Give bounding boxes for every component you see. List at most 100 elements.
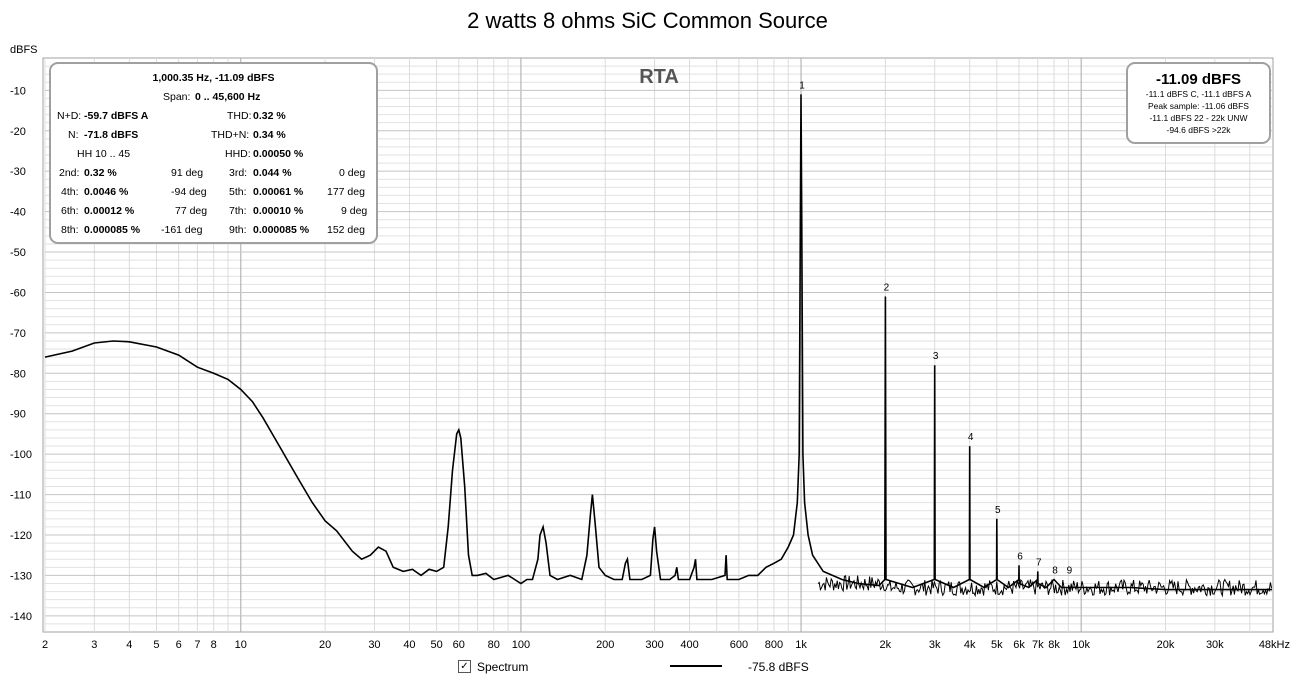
x-tick-label: 50 xyxy=(430,639,442,651)
harmonic-markers: 1 2 3 4 5 6 78 9 xyxy=(799,81,1072,577)
x-tick-label: 40 xyxy=(403,639,415,651)
x-tick-label: 800 xyxy=(765,639,783,651)
harmonic-marker-label: 9 xyxy=(1067,565,1073,576)
harmonic-6-value: 0.00012 % xyxy=(84,205,135,217)
x-tick-label: 5k xyxy=(991,639,1003,651)
x-tick-label: 100 xyxy=(512,639,530,651)
x-tick-label: 300 xyxy=(645,639,663,651)
x-tick-label: 6k xyxy=(1013,639,1025,651)
thdn-value: 0.34 % xyxy=(253,129,286,141)
x-tick-label: 10 xyxy=(235,639,247,651)
x-tick-label: 3k xyxy=(929,639,941,651)
level-peak-sample: Peak sample: -11.06 dBFS xyxy=(1148,101,1249,111)
y-tick-label: -10 xyxy=(10,85,26,97)
thdn-label: THD+N: xyxy=(211,129,250,141)
harmonic-7-value: 0.00010 % xyxy=(253,205,304,217)
y-unit-label: dBFS xyxy=(10,44,38,56)
harmonic-5-label: 5th: xyxy=(229,186,247,198)
x-tick-label: 20k xyxy=(1157,639,1175,651)
x-tick-label: 2 xyxy=(42,639,48,651)
harmonic-marker-label: 3 xyxy=(933,351,939,362)
x-tick-label: 20 xyxy=(319,639,331,651)
x-tick-label: 4k xyxy=(964,639,976,651)
harmonic-2-phase: 91 deg xyxy=(171,167,204,179)
harmonic-3-value: 0.044 % xyxy=(253,167,292,179)
harmonic-marker-label: 5 xyxy=(995,505,1001,516)
x-tick-label: 7k xyxy=(1032,639,1044,651)
y-tick-label: -80 xyxy=(10,368,26,380)
harmonic-4-value: 0.0046 % xyxy=(84,186,129,198)
harmonic-4-phase: -94 deg xyxy=(171,186,207,198)
harmonic-9-label: 9th: xyxy=(229,224,247,236)
distortion-stats-panel[interactable]: 1,000.35 Hz, -11.09 dBFS Span: 0 .. 45,6… xyxy=(49,62,378,244)
x-tick-label: 80 xyxy=(488,639,500,651)
spectrum-series-line xyxy=(44,94,1272,591)
x-tick-label: 1k xyxy=(795,639,807,651)
y-tick-label: -30 xyxy=(10,166,26,178)
y-tick-label: -40 xyxy=(10,207,26,219)
span-label: Span: xyxy=(163,91,191,103)
harmonic-marker-label: 7 xyxy=(1036,557,1042,568)
hh-label: HH 10 .. 45 xyxy=(77,148,131,160)
noise-floor-band xyxy=(817,575,1273,598)
x-tick-label: 60 xyxy=(453,639,465,651)
spectrum-visibility-checkbox[interactable]: ✓ xyxy=(458,660,471,673)
y-tick-label: -60 xyxy=(10,287,26,299)
n-label: N: xyxy=(68,129,79,141)
x-tick-label: 5 xyxy=(153,639,159,651)
y-tick-label: -70 xyxy=(10,328,26,340)
x-tick-label: 6 xyxy=(176,639,182,651)
harmonic-9-phase: 152 deg xyxy=(327,224,365,236)
harmonic-6-label: 6th: xyxy=(61,205,79,217)
x-tick-label: 48kHz xyxy=(1259,639,1290,651)
x-tick-label: 30k xyxy=(1206,639,1224,651)
harmonic-marker-label: 2 xyxy=(884,282,890,293)
x-tick-label: 30 xyxy=(368,639,380,651)
nd-label: N+D: xyxy=(57,110,82,122)
x-tick-label: 8k xyxy=(1048,639,1060,651)
harmonic-7-label: 7th: xyxy=(229,205,247,217)
nd-value: -59.7 dBFS A xyxy=(84,110,149,122)
level-readout-panel[interactable]: -11.09 dBFS -11.1 dBFS C, -11.1 dBFS A P… xyxy=(1126,62,1271,144)
legend-series-label: Spectrum xyxy=(477,660,529,674)
harmonic-marker-label: 1 xyxy=(799,81,805,92)
harmonic-3-label: 3rd: xyxy=(229,167,248,179)
harmonic-marker-label: 4 xyxy=(968,432,974,443)
harmonic-6-phase: 77 deg xyxy=(175,205,208,217)
harmonic-9-value: 0.000085 % xyxy=(253,224,310,236)
x-tick-label: 400 xyxy=(680,639,698,651)
thd-label: THD: xyxy=(227,110,252,122)
y-tick-label: -130 xyxy=(10,570,32,582)
span-value: 0 .. 45,600 Hz xyxy=(195,91,261,103)
y-tick-label: -90 xyxy=(10,409,26,421)
x-tick-label: 7 xyxy=(194,639,200,651)
stats-header: 1,000.35 Hz, -11.09 dBFS xyxy=(152,72,275,84)
harmonic-marker-label: 8 xyxy=(1052,565,1058,576)
harmonic-7-phase: 9 deg xyxy=(341,205,368,217)
n-value: -71.8 dBFS xyxy=(84,129,139,141)
harmonic-8-value: 0.000085 % xyxy=(84,224,141,236)
y-tick-label: -20 xyxy=(10,126,26,138)
x-axis-ticks: 2 3 4 5 6 7 8 10 20 30 40 50 60 80 100 200 300 400 600 800 1… xyxy=(42,639,1290,651)
harmonic-marker-label: 6 xyxy=(1017,551,1023,562)
x-tick-label: 4 xyxy=(126,639,132,651)
level-unweighted: -11.1 dBFS 22 - 22k UNW xyxy=(1149,113,1248,123)
chart-title: 2 watts 8 ohms SiC Common Source xyxy=(467,8,828,33)
x-tick-label: 200 xyxy=(596,639,614,651)
harmonic-4-label: 4th: xyxy=(61,186,79,198)
harmonic-3-phase: 0 deg xyxy=(339,167,366,179)
hhd-value: 0.00050 % xyxy=(253,148,304,160)
x-tick-label: 600 xyxy=(730,639,748,651)
y-tick-label: -140 xyxy=(10,611,32,623)
x-tick-label: 3 xyxy=(91,639,97,651)
y-axis-ticks: -10 -20 -30 -40 -50 -60 -70 -80 -90 -100 -110 -120 -… xyxy=(10,85,32,622)
harmonic-8-label: 8th: xyxy=(61,224,79,236)
x-tick-label: 10k xyxy=(1072,639,1090,651)
harmonic-8-phase: -161 deg xyxy=(161,224,203,236)
legend-cursor-value: -75.8 dBFS xyxy=(748,660,809,674)
x-tick-label: 2k xyxy=(880,639,892,651)
harmonic-5-phase: 177 deg xyxy=(327,186,365,198)
harmonic-2-label: 2nd: xyxy=(59,167,80,179)
level-above-22k: -94.6 dBFS >22k xyxy=(1166,125,1231,135)
